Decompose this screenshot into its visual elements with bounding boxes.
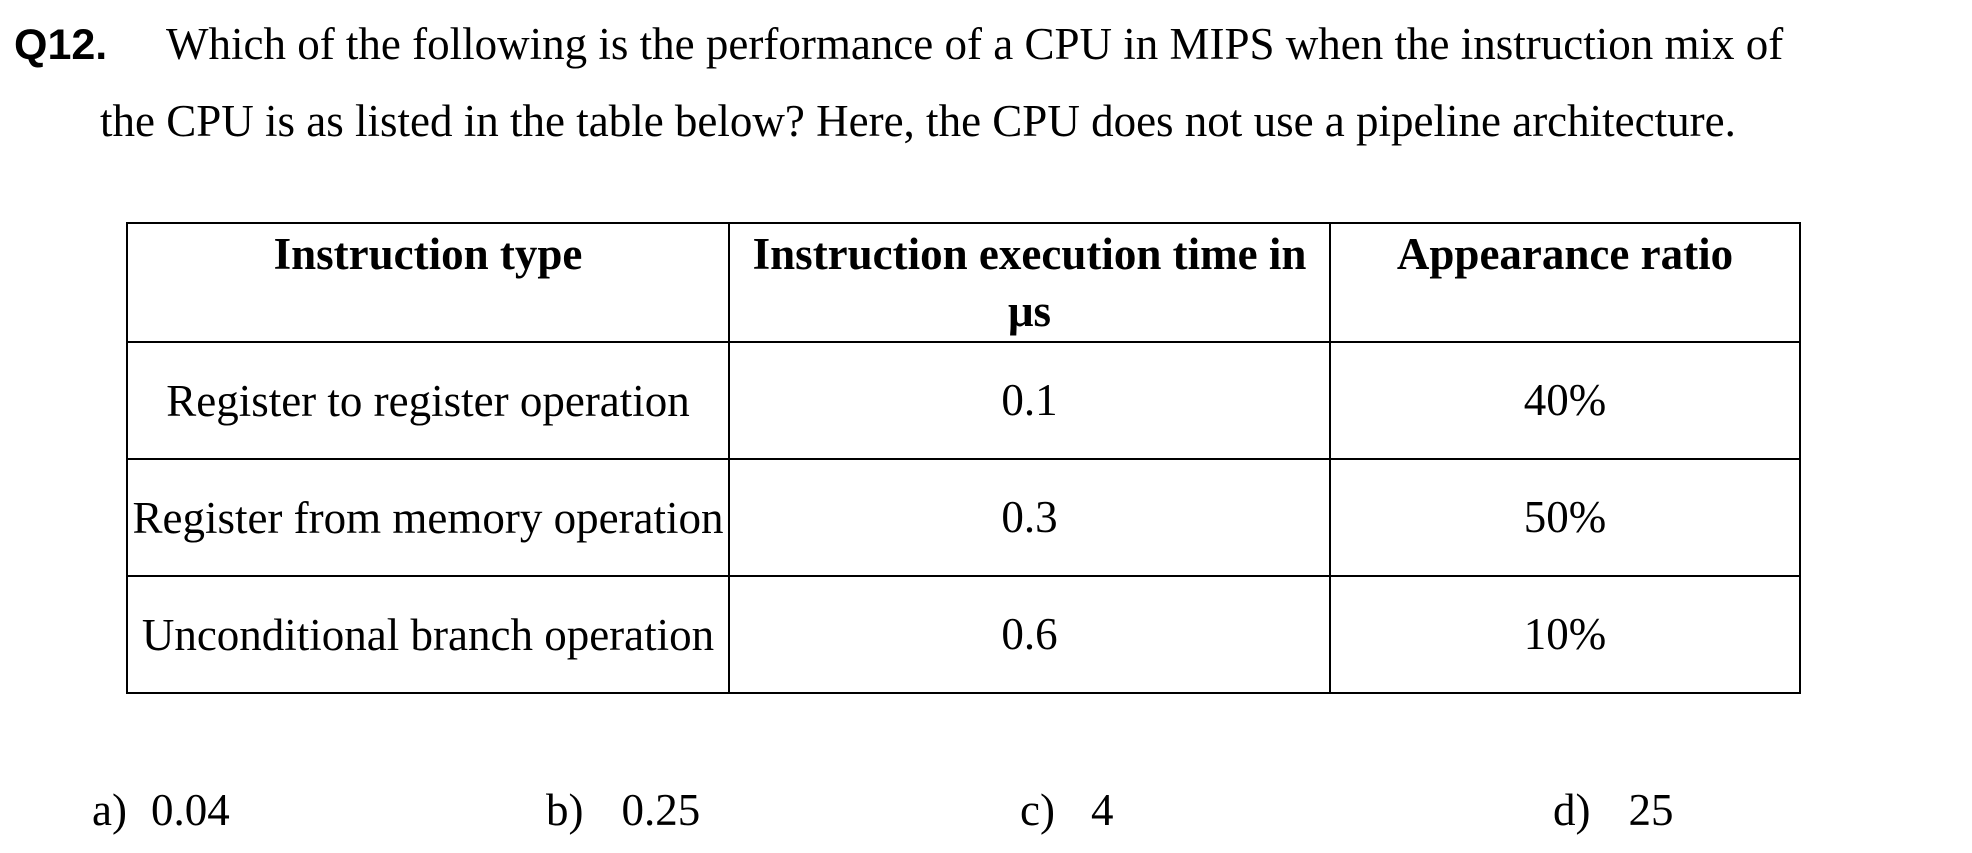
table-row: Register to register operation 0.1 40%: [126, 341, 1801, 460]
option-letter: b): [546, 785, 584, 835]
instruction-mix-table: Instruction type Instruction execution t…: [126, 222, 1801, 694]
appearance-ratio-cell: 10%: [1329, 575, 1801, 694]
option-letter: a): [92, 785, 127, 835]
option-letter: d): [1553, 785, 1591, 835]
option-d[interactable]: d) 25: [1553, 780, 1674, 840]
question-line-2: the CPU is as listed in the table below?…: [14, 83, 1959, 159]
question-number: Q12.: [14, 21, 108, 69]
option-value: 4: [1090, 785, 1114, 835]
header-execution-time: Instruction execution time in μs: [728, 222, 1331, 343]
execution-time-cell: 0.6: [728, 575, 1331, 694]
option-value: 0.25: [621, 785, 701, 835]
option-b[interactable]: b) 0.25: [546, 780, 700, 840]
question-text: Q12. Which of the following is the perfor…: [14, 6, 1959, 159]
appearance-ratio-cell: 50%: [1329, 458, 1801, 577]
instruction-type-cell: Register to register operation: [126, 341, 730, 460]
appearance-ratio-cell: 40%: [1329, 341, 1801, 460]
instruction-type-cell: Unconditional branch operation: [126, 575, 730, 694]
table-row: Unconditional branch operation 0.6 10%: [126, 575, 1801, 694]
table-row: Register from memory operation 0.3 50%: [126, 458, 1801, 577]
option-value: 0.04: [150, 785, 230, 835]
question-line-1: Q12. Which of the following is the perfor…: [14, 6, 1959, 83]
answer-options: a) 0.04 b) 0.25 c) 4 d) 25: [0, 780, 1972, 840]
option-a[interactable]: a) 0.04: [92, 780, 230, 840]
question-stem-line-1: Which of the following is the performanc…: [166, 19, 1784, 69]
option-value: 25: [1628, 785, 1674, 835]
execution-time-cell: 0.1: [728, 341, 1331, 460]
header-instruction-type: Instruction type: [126, 222, 730, 343]
question-stem-line-2: the CPU is as listed in the table below?…: [100, 96, 1736, 146]
option-letter: c): [1020, 785, 1055, 835]
option-c[interactable]: c) 4: [1020, 780, 1113, 840]
header-appearance-ratio: Appearance ratio: [1329, 222, 1801, 343]
execution-time-cell: 0.3: [728, 458, 1331, 577]
instruction-type-cell: Register from memory operation: [126, 458, 730, 577]
table-header-row: Instruction type Instruction execution t…: [126, 222, 1801, 343]
